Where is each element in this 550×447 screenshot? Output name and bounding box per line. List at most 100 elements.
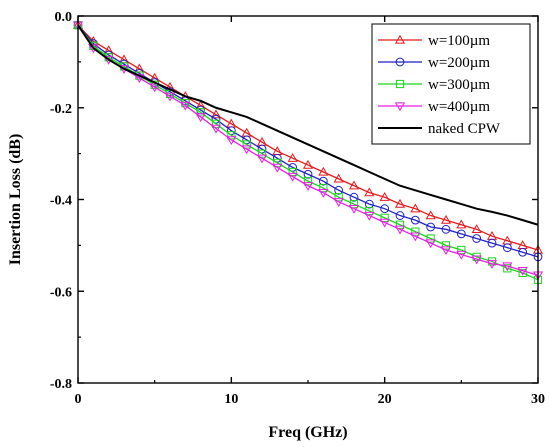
data-point: [365, 206, 374, 216]
series-line: [77, 24, 539, 226]
legend-swatch-marker: [394, 102, 406, 112]
data-point: [502, 243, 512, 253]
data-point: [471, 255, 482, 265]
data-point: [287, 153, 298, 162]
data-point: [227, 131, 236, 140]
series-group: [77, 24, 539, 226]
data-point: [348, 205, 360, 214]
data-point: [334, 185, 344, 195]
data-point: [303, 177, 313, 186]
data-point: [180, 101, 191, 111]
data-point: [364, 199, 374, 209]
data-point: [518, 268, 527, 277]
data-point: [318, 188, 329, 198]
data-point: [426, 234, 435, 243]
data-point: [288, 167, 297, 177]
data-point: [242, 140, 251, 149]
data-point: [196, 108, 205, 117]
data-point: [164, 92, 176, 102]
data-point: [364, 187, 375, 197]
data-point: [333, 198, 344, 208]
data-point: [380, 213, 389, 222]
data-point: [273, 158, 282, 167]
plot-layer: [72, 19, 544, 284]
legend-label: naked CPW: [428, 121, 501, 137]
data-point: [319, 183, 328, 193]
legend-label: w=300µm: [428, 77, 490, 93]
data-point: [379, 191, 390, 201]
data-point: [456, 219, 467, 229]
y-tick-label: -0.4: [50, 194, 72, 209]
data-point: [226, 136, 237, 146]
x-tick-label: 0: [75, 392, 82, 407]
legend-label: w=200µm: [428, 55, 490, 71]
data-point: [211, 119, 221, 128]
data-point: [456, 229, 466, 239]
data-point: [471, 224, 482, 233]
legend-label: w=400µm: [428, 99, 490, 115]
legend-swatch-marker: [394, 34, 406, 44]
data-point: [441, 241, 451, 250]
y-tick-label: -0.8: [50, 377, 72, 392]
data-point: [503, 264, 512, 273]
data-point: [440, 246, 452, 256]
legend-label: w=100µm: [428, 33, 490, 49]
data-point: [257, 149, 267, 158]
data-point: [303, 169, 313, 179]
data-point: [364, 211, 375, 221]
data-point: [410, 203, 421, 213]
data-point: [410, 215, 420, 225]
data-point: [349, 199, 359, 209]
y-axis-title: Insertion Loss (dB): [7, 134, 24, 266]
data-point: [349, 192, 359, 202]
y-tick-label: 0.0: [55, 10, 73, 25]
data-point: [272, 163, 283, 173]
data-point: [210, 124, 222, 134]
y-tick-label: -0.6: [50, 285, 72, 300]
data-point: [410, 232, 421, 242]
data-point: [348, 180, 360, 190]
data-point: [318, 166, 329, 176]
data-point: [456, 250, 467, 260]
y-tick-label: -0.2: [50, 102, 72, 117]
data-point: [394, 225, 406, 235]
x-tick-label: 10: [224, 392, 238, 407]
data-point: [486, 260, 498, 269]
series-line: [77, 24, 539, 281]
data-point: [395, 211, 405, 220]
data-point: [149, 83, 160, 93]
data-point: [441, 224, 451, 234]
data-point: [318, 176, 328, 186]
series-line: [77, 24, 539, 276]
data-point: [472, 234, 482, 243]
legend: w=100µm w=200µm w=300µm w=400µm naked CPW: [371, 23, 531, 145]
data-point: [411, 227, 420, 236]
data-point: [394, 198, 406, 208]
data-point: [302, 182, 314, 191]
series-line: [77, 24, 539, 251]
data-point: [380, 204, 390, 214]
x-axis-title: Freq (GHz): [268, 424, 347, 441]
data-point: [379, 218, 390, 228]
data-point: [457, 245, 466, 255]
data-point: [425, 239, 436, 249]
data-point: [517, 266, 528, 276]
data-point: [287, 172, 298, 182]
data-point: [518, 247, 528, 257]
data-point: [426, 222, 436, 232]
legend-swatch-marker: [395, 79, 405, 89]
data-point: [302, 159, 314, 169]
data-point: [256, 154, 268, 164]
data-point: [502, 262, 513, 272]
axes-layer: 0 10 20 30 0.0 -0.2 -0.4 -0.6 -0.8: [50, 10, 545, 407]
x-tick-label: 20: [378, 392, 392, 407]
x-tick-label: 30: [531, 392, 545, 407]
data-point: [333, 173, 344, 183]
data-point: [487, 238, 497, 248]
data-point: [210, 109, 222, 119]
data-point: [440, 214, 452, 224]
data-point: [425, 210, 436, 220]
data-point: [241, 145, 252, 155]
data-point: [395, 220, 405, 229]
